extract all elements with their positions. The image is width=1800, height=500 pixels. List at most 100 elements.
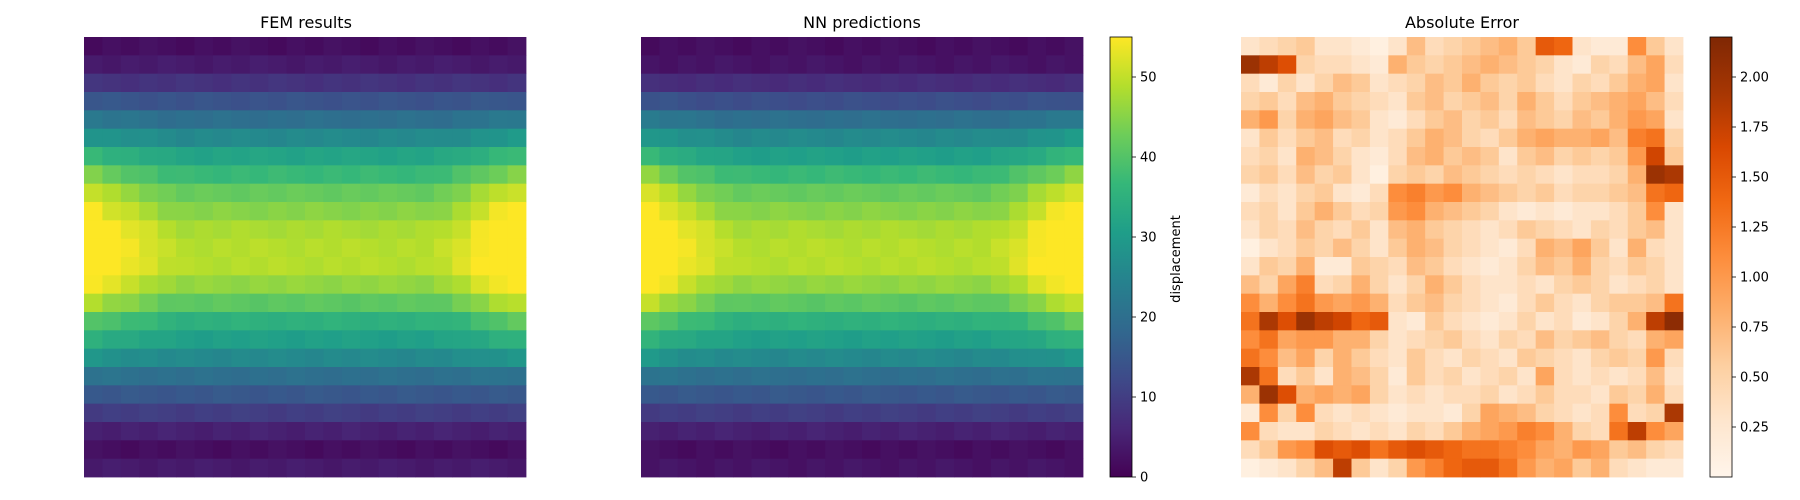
- heatmap-cell: [1480, 73, 1500, 93]
- heatmap-cell: [249, 37, 269, 56]
- heatmap-cell: [139, 73, 159, 93]
- heatmap-cell: [470, 385, 490, 405]
- heatmap-cell: [360, 275, 380, 295]
- heatmap-cell: [1535, 55, 1555, 75]
- heatmap-cell: [751, 73, 771, 93]
- heatmap-cell: [507, 403, 527, 423]
- heatmap-cell: [714, 165, 734, 185]
- heatmap-cell: [1259, 367, 1279, 386]
- heatmap-cell: [470, 202, 490, 221]
- heatmap-cell: [825, 92, 844, 111]
- heatmap-cell: [139, 312, 159, 331]
- heatmap-cell: [898, 37, 918, 56]
- heatmap-cell: [433, 55, 453, 75]
- heatmap-cell: [733, 348, 752, 368]
- heatmap-cell: [470, 293, 490, 313]
- heatmap-cell: [378, 183, 398, 203]
- heatmap-cell: [751, 422, 771, 441]
- heatmap-cell: [212, 293, 232, 313]
- heatmap-cell: [733, 220, 752, 240]
- heatmap-cell: [1462, 275, 1481, 295]
- heatmap-cell: [176, 202, 195, 221]
- heatmap-cell: [489, 165, 508, 185]
- heatmap-cell: [305, 202, 324, 221]
- heatmap-cell: [1027, 403, 1047, 423]
- heatmap-cell: [641, 202, 660, 221]
- heatmap-cell: [1517, 257, 1537, 276]
- heatmap-cell: [286, 385, 306, 405]
- heatmap-cell: [1480, 55, 1500, 75]
- heatmap-cell: [1425, 238, 1444, 258]
- heatmap-cell: [415, 238, 435, 258]
- heatmap-cell: [360, 128, 380, 148]
- colorbar-tick-label: 10: [1140, 391, 1157, 406]
- heatmap-cell: [733, 422, 752, 441]
- heatmap-cell: [1046, 275, 1065, 295]
- heatmap-cell: [102, 385, 122, 405]
- heatmap-cell: [1535, 293, 1555, 313]
- heatmap-cell: [139, 183, 159, 203]
- heatmap-cell: [1572, 73, 1592, 93]
- heatmap-cell: [305, 73, 324, 93]
- heatmap-cell: [935, 293, 955, 313]
- heatmap-cell: [1027, 385, 1047, 405]
- heatmap-cell: [249, 422, 269, 441]
- heatmap-cell: [769, 220, 789, 240]
- heatmap-cell: [212, 92, 232, 111]
- heatmap-cell: [1064, 312, 1084, 331]
- heatmap-cell: [341, 422, 361, 441]
- heatmap-cell: [194, 367, 214, 386]
- heatmap-cell: [249, 348, 269, 368]
- heatmap-cell: [1609, 165, 1629, 185]
- heatmap-cell: [1517, 147, 1537, 166]
- heatmap-cell: [1009, 128, 1029, 148]
- heatmap-cell: [286, 55, 306, 75]
- heatmap-cell: [1480, 330, 1500, 350]
- heatmap-cell: [1554, 275, 1573, 295]
- heatmap-cell: [1498, 183, 1518, 203]
- heatmap-cell: [641, 422, 660, 441]
- heatmap-cell: [102, 458, 122, 478]
- heatmap-cell: [1406, 385, 1426, 405]
- heatmap-cell: [696, 293, 716, 313]
- heatmap-cell: [898, 348, 918, 368]
- heatmap-cell: [397, 293, 416, 313]
- heatmap-cell: [880, 238, 900, 258]
- heatmap-cell: [360, 293, 380, 313]
- heatmap-cell: [139, 293, 159, 313]
- heatmap-cell: [917, 458, 937, 478]
- heatmap-cell: [1480, 110, 1500, 130]
- heatmap-cell: [843, 367, 863, 386]
- heatmap-cell: [1064, 202, 1084, 221]
- heatmap-cell: [1009, 422, 1029, 441]
- heatmap-cell: [862, 293, 881, 313]
- heatmap-cell: [1646, 147, 1665, 166]
- heatmap-cell: [84, 367, 103, 386]
- heatmap-cell: [954, 37, 973, 56]
- heatmap-cell: [139, 92, 159, 111]
- heatmap-cell: [341, 385, 361, 405]
- heatmap-cell: [323, 440, 343, 460]
- heatmap-cell: [397, 348, 416, 368]
- heatmap-cell: [1646, 37, 1665, 56]
- heatmap-cell: [341, 403, 361, 423]
- heatmap-cell: [917, 293, 937, 313]
- heatmap-cell: [990, 238, 1010, 258]
- heatmap-cell: [659, 458, 679, 478]
- heatmap-cell: [954, 92, 973, 111]
- heatmap-cell: [1627, 147, 1647, 166]
- heatmap-cell: [286, 128, 306, 148]
- heatmap-cell: [1009, 37, 1029, 56]
- heatmap-cell: [1590, 312, 1610, 331]
- heatmap-cell: [1627, 293, 1647, 313]
- heatmap-cell: [1369, 458, 1389, 478]
- heatmap-cell: [1241, 385, 1260, 405]
- heatmap-cell: [677, 422, 697, 441]
- heatmap-cell: [641, 312, 660, 331]
- heatmap-cell: [1443, 458, 1463, 478]
- heatmap-cell: [898, 403, 918, 423]
- heatmap-cell: [415, 422, 435, 441]
- heatmap-cell: [1009, 312, 1029, 331]
- heatmap-cell: [806, 348, 826, 368]
- heatmap-cell: [1646, 330, 1665, 350]
